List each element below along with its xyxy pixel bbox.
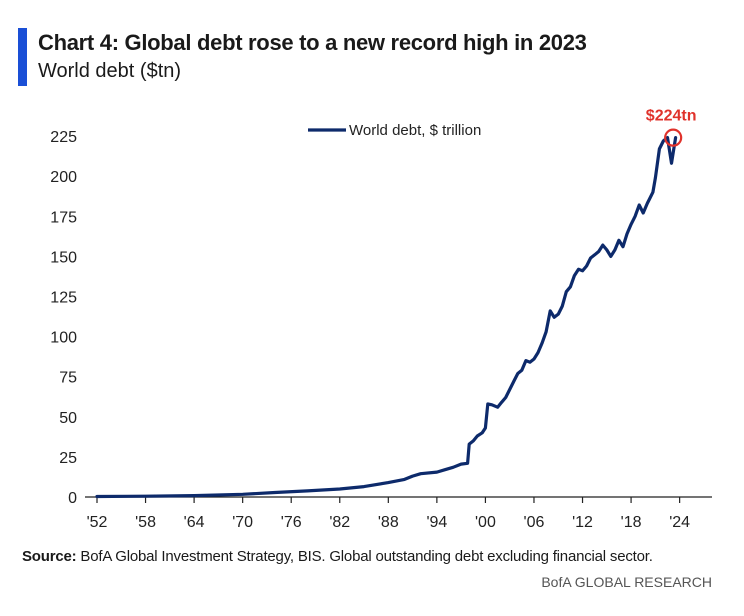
y-tick-label: 200 — [50, 169, 77, 186]
y-tick-label: 75 — [59, 370, 77, 387]
y-tick-label: 125 — [50, 289, 77, 306]
chart-subtitle: World debt ($tn) — [38, 60, 182, 82]
x-tick-label: '12 — [572, 514, 593, 531]
y-tick-label: 175 — [50, 209, 77, 226]
y-tick-label: 100 — [50, 330, 77, 347]
brand-footer: BofA GLOBAL RESEARCH — [541, 574, 712, 590]
x-tick-label: '70 — [232, 514, 253, 531]
source-text: BofA Global Investment Strategy, BIS. Gl… — [76, 548, 653, 565]
x-tick-label: '64 — [184, 514, 205, 531]
source-label: Source: — [22, 548, 77, 565]
y-tick-label: 150 — [50, 249, 77, 266]
title-accent-bar — [18, 28, 27, 86]
series-line-world-debt — [95, 136, 678, 499]
x-tick-label: '18 — [621, 514, 642, 531]
x-tick-label: '06 — [524, 514, 545, 531]
annotation-label: $224tn — [646, 108, 697, 125]
x-tick-label: '94 — [426, 514, 447, 531]
x-tick-label: '24 — [669, 514, 690, 531]
y-tick-label: 0 — [68, 490, 77, 507]
y-tick-label: 50 — [59, 410, 77, 427]
x-tick-label: '76 — [281, 514, 302, 531]
annotation-circle — [664, 128, 683, 147]
y-tick-label: 25 — [59, 450, 77, 467]
x-tick-label: '52 — [87, 514, 108, 531]
legend: World debt, $ trillion — [308, 122, 481, 139]
x-tick-label: '58 — [135, 514, 156, 531]
chart-title: Chart 4: Global debt rose to a new recor… — [38, 30, 587, 55]
legend-label: World debt, $ trillion — [349, 122, 481, 139]
source-note: Source: BofA Global Investment Strategy,… — [22, 548, 653, 565]
x-tick-label: '00 — [475, 514, 496, 531]
y-tick-label: 225 — [50, 129, 77, 146]
x-tick-label: '82 — [329, 514, 350, 531]
x-tick-label: '88 — [378, 514, 399, 531]
